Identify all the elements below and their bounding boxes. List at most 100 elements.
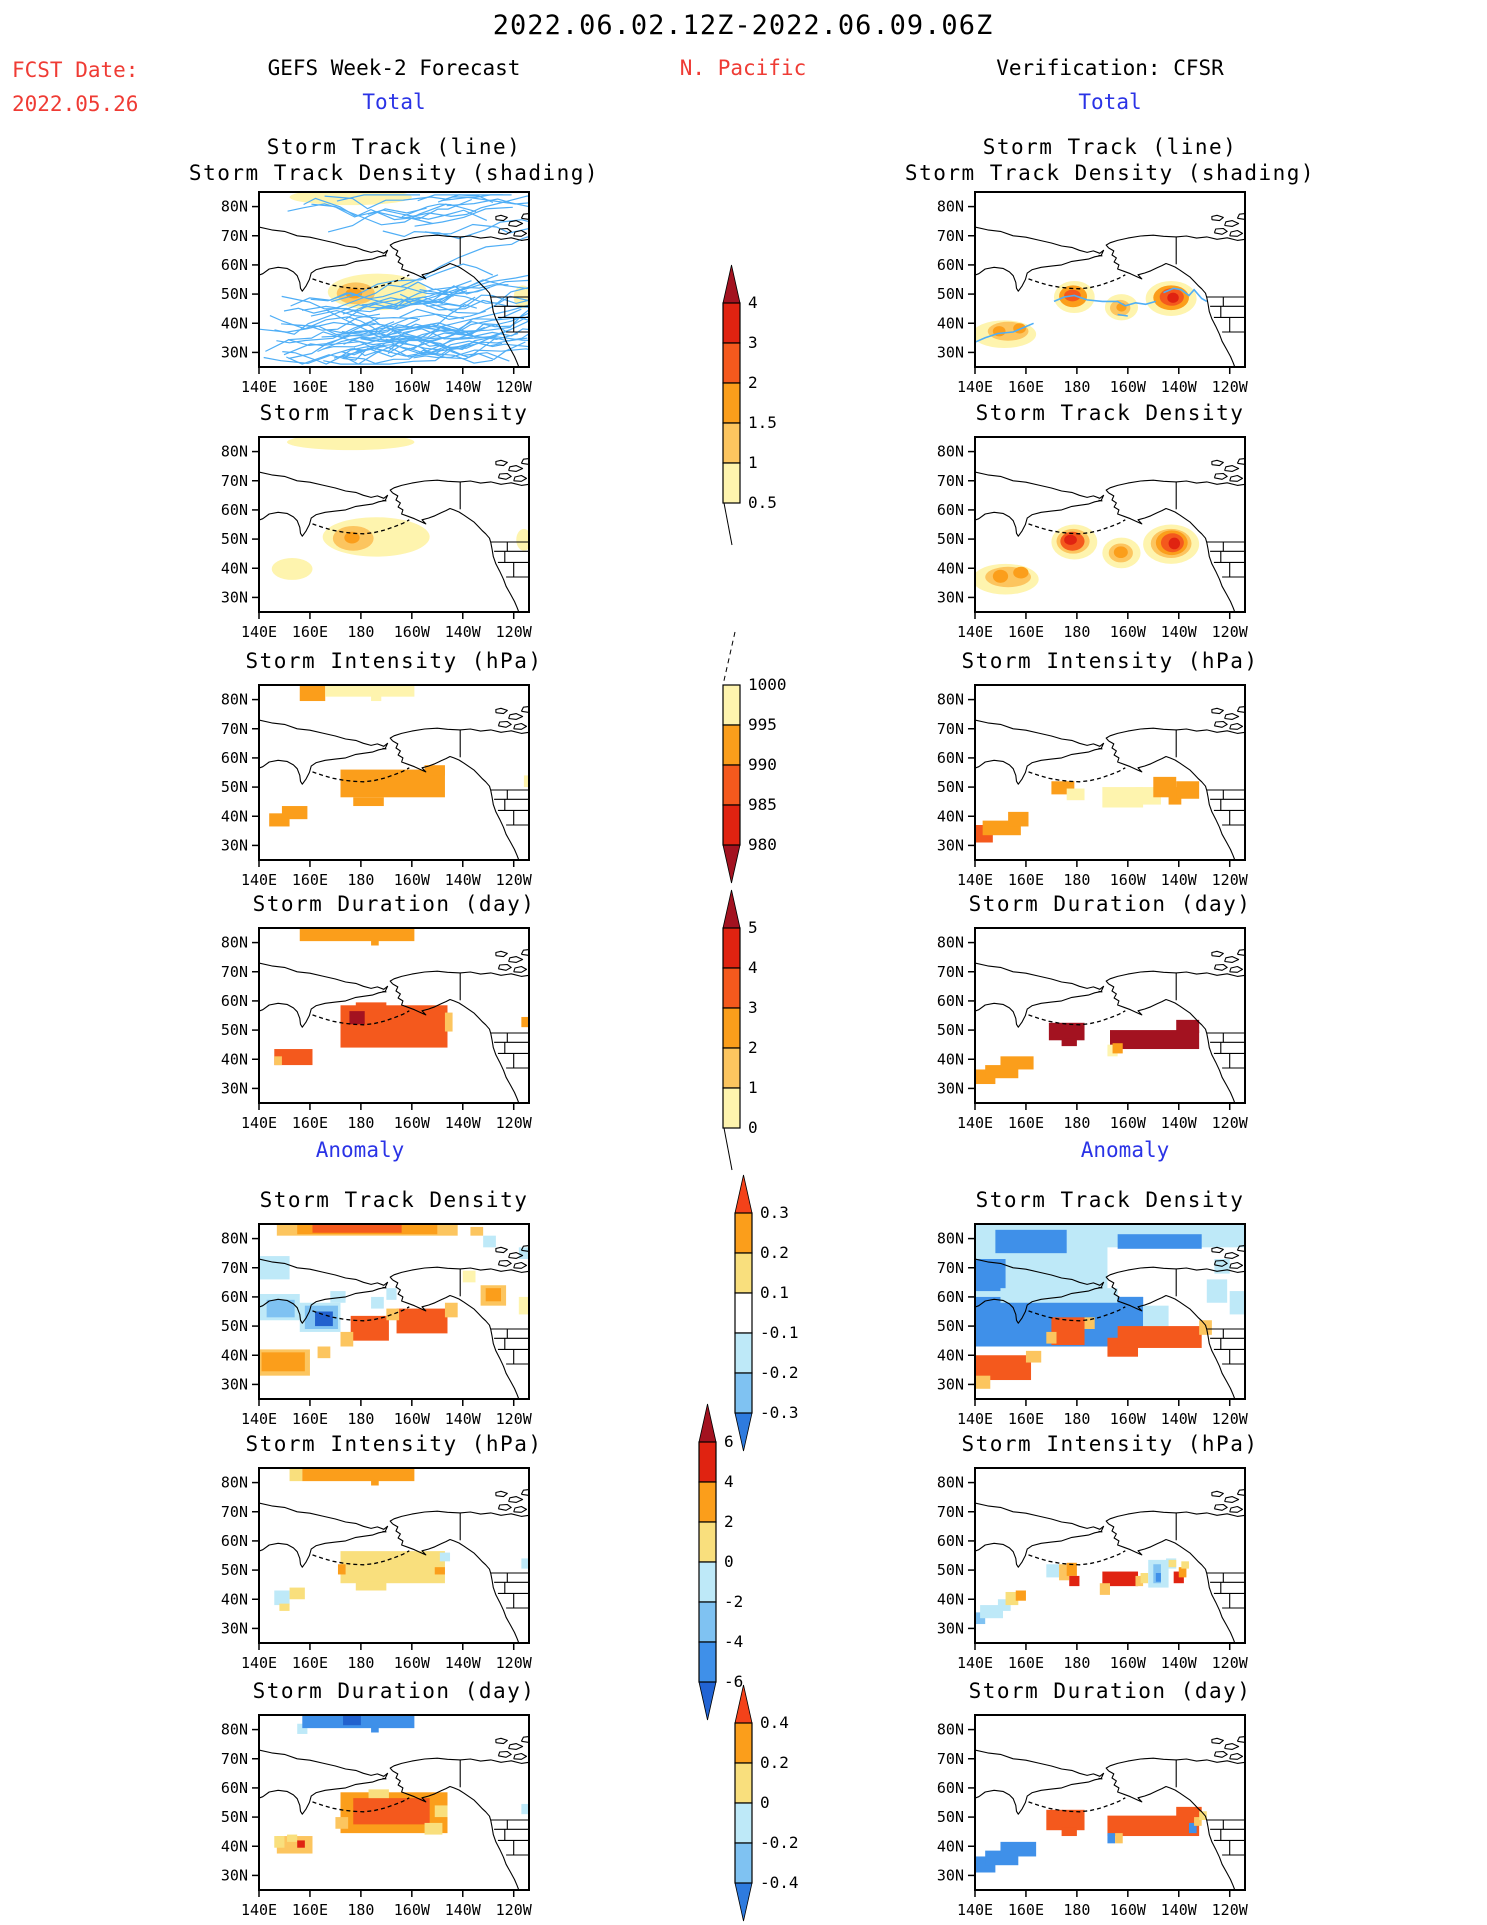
lat-tick-label: 80N: [221, 1230, 248, 1248]
shading-blob: [975, 1375, 991, 1389]
map-canvas: [975, 1224, 1245, 1399]
lon-tick-label: 160E: [1008, 1901, 1044, 1919]
shading-blob: [274, 1590, 290, 1606]
anomaly-left-label: Anomaly: [315, 1138, 405, 1162]
colorbar-tick-label: -6: [724, 1672, 743, 1691]
lat-tick-label: 40N: [937, 314, 964, 332]
colorbar-tick-label: 1: [748, 453, 758, 472]
shading-blob: [1117, 1234, 1202, 1249]
shading-blob: [521, 1803, 529, 1815]
shading-blob: [1168, 1559, 1177, 1568]
shading-blob: [975, 1612, 986, 1625]
lon-tick-label: 180: [347, 1114, 374, 1132]
storm-track-line: [321, 325, 503, 350]
shading-blob: [1155, 1573, 1161, 1582]
map-canvas: [259, 928, 529, 1103]
colorbar-segment: [722, 927, 741, 969]
shading-blob: [1061, 1827, 1077, 1837]
map-frame: [258, 1223, 530, 1400]
colorbar-segment: [734, 1372, 753, 1414]
coastline: [382, 747, 387, 750]
colorbar-segment: [722, 1047, 741, 1089]
lat-tick-label: 60N: [221, 749, 248, 767]
storm-track-line: [424, 223, 529, 235]
coastline: [1213, 1503, 1228, 1511]
shading-blob: [274, 1836, 285, 1848]
shading-blob: [1188, 1822, 1197, 1834]
shading-blob: [317, 1346, 331, 1359]
colorbar-tick-label: -0.2: [760, 1833, 799, 1852]
colorbar-tick-label: -0.4: [760, 1873, 799, 1892]
coastline: [1213, 472, 1228, 480]
colorbar-leader: [723, 1127, 733, 1171]
aleutian-islands-coastline: [1028, 1797, 1126, 1813]
lon-tick-label: 180: [347, 1901, 374, 1919]
colorbar-tick-label: 0: [760, 1793, 770, 1812]
coastline: [392, 983, 520, 1103]
coastline: [1211, 1246, 1224, 1254]
coastline: [1108, 983, 1236, 1103]
colorbar-segment: [722, 967, 741, 1009]
storm-track-line: [441, 196, 529, 205]
aleutian-islands-coastline: [312, 1550, 410, 1566]
coastline: [1224, 220, 1240, 227]
panel-title: Storm Track Density (shading): [905, 161, 1315, 185]
shading-blob: [424, 765, 445, 776]
lon-tick-label: 160E: [1008, 623, 1044, 641]
lat-tick-label: 30N: [221, 1079, 248, 1097]
map-frame: [974, 1714, 1246, 1891]
shading-blob: [299, 928, 415, 942]
shading-blob: [287, 437, 415, 451]
map-frame: [974, 684, 1246, 861]
coastline: [1105, 727, 1245, 742]
aleutian-islands-coastline: [1028, 1306, 1126, 1322]
colorbar-arrow-top: [734, 1684, 753, 1724]
lat-tick-label: 50N: [221, 1317, 248, 1335]
map-panel-cfsr-intensity: Storm Intensity (hPa) 80N 70N 60N 50N 40N 30N 1…: [937, 649, 1257, 889]
shading-blob: [312, 1224, 402, 1233]
shading-blob: [355, 1581, 387, 1591]
colorbar-intensity-scale: 1000 995 990 985 980: [722, 631, 787, 884]
lon-tick-label: 120W: [1212, 1901, 1249, 1919]
coastline: [1213, 1259, 1228, 1267]
colorbar-arrow-bottom: [698, 1681, 717, 1721]
shading-blob: [271, 558, 313, 580]
colorbar-segment: [722, 342, 741, 384]
colorbar-segment: [722, 302, 741, 344]
storm-track-line: [331, 263, 494, 303]
storm-track-line: [310, 281, 509, 302]
shading-blob: [997, 1599, 1011, 1611]
lat-tick-label: 70N: [937, 720, 964, 738]
coastline: [392, 247, 520, 367]
lat-tick-label: 60N: [221, 1779, 248, 1797]
coastline: [1229, 229, 1244, 237]
colorbar-arrow-bottom: [734, 1412, 753, 1452]
shading-blob: [1059, 1564, 1070, 1581]
colorbar-tick-label: 0: [724, 1552, 734, 1571]
lon-tick-label: 160W: [394, 871, 431, 889]
lon-tick-label: 140W: [1161, 1654, 1198, 1672]
lon-tick-label: 160E: [1008, 1410, 1044, 1428]
coastline: [1108, 492, 1236, 612]
map-frame: [258, 1714, 530, 1891]
lat-tick-label: 30N: [221, 343, 248, 361]
shading-blob: [1173, 1571, 1184, 1584]
storm-track-line: [341, 343, 493, 364]
colorbar-leader: [723, 502, 733, 546]
lat-tick-label: 40N: [221, 1590, 248, 1608]
right-section-label: Total: [1078, 90, 1142, 114]
panel-title: Storm Intensity (hPa): [245, 1432, 542, 1456]
shading-blob: [1229, 1291, 1245, 1315]
storm-track-line: [287, 203, 433, 225]
shading-blob: [1107, 1815, 1200, 1837]
shading-blob: [274, 1049, 313, 1066]
shading-blob: [343, 1715, 361, 1726]
lat-tick-label: 60N: [937, 749, 964, 767]
shading-blob: [1181, 1561, 1189, 1569]
shading-blob: [434, 1567, 445, 1575]
coastline: [392, 1523, 520, 1643]
lat-tick-label: 30N: [221, 1375, 248, 1393]
map-frame: [974, 191, 1246, 368]
coastline: [389, 1510, 529, 1525]
shading-blob: [1140, 1573, 1149, 1584]
